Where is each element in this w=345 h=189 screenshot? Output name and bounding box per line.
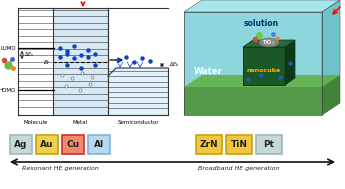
Text: solution: solution (244, 19, 278, 29)
Text: $\hbar\omega$: $\hbar\omega$ (86, 0, 100, 1)
Text: Resonant HE generation: Resonant HE generation (21, 166, 98, 171)
Polygon shape (322, 0, 340, 115)
Polygon shape (322, 75, 340, 115)
Bar (108, 68, 168, 115)
Bar (226, 135, 252, 154)
Text: Au: Au (40, 140, 54, 149)
Text: LUMO: LUMO (0, 46, 16, 50)
Bar (184, 87, 322, 115)
Bar (53, 8, 108, 115)
Text: TiN: TiN (230, 140, 247, 149)
Ellipse shape (259, 38, 279, 47)
Text: TiO$_2$: TiO$_2$ (263, 38, 276, 47)
Bar (62, 135, 84, 154)
Bar (243, 47, 285, 85)
Text: nanocube: nanocube (247, 67, 281, 73)
Polygon shape (184, 0, 340, 12)
Text: Pt: Pt (264, 140, 275, 149)
Text: Cu: Cu (67, 140, 80, 149)
Bar (196, 135, 222, 154)
Text: Water: Water (194, 67, 223, 77)
Polygon shape (184, 75, 340, 87)
Text: Al: Al (94, 140, 104, 149)
Text: Metal: Metal (73, 120, 88, 125)
Text: Broadband HE generation: Broadband HE generation (198, 166, 280, 171)
Text: $\Delta E_{\rm n}$: $\Delta E_{\rm n}$ (24, 50, 34, 60)
Text: ZrN: ZrN (200, 140, 218, 149)
Text: $E_{\rm F}$: $E_{\rm F}$ (43, 59, 51, 67)
Text: HOMO: HOMO (0, 88, 16, 92)
Bar (184, 12, 322, 115)
Bar (88, 135, 110, 154)
Text: Molecule: Molecule (23, 120, 48, 125)
Bar (256, 135, 282, 154)
Text: $\hbar\omega$: $\hbar\omega$ (344, 0, 345, 9)
Polygon shape (243, 40, 295, 47)
Bar (36, 135, 58, 154)
Bar (10, 135, 32, 154)
Text: $\Delta E_{\rm b}$: $\Delta E_{\rm b}$ (169, 60, 179, 69)
Polygon shape (285, 40, 295, 85)
Text: Semiconductor: Semiconductor (117, 120, 159, 125)
Text: Ag: Ag (14, 140, 28, 149)
